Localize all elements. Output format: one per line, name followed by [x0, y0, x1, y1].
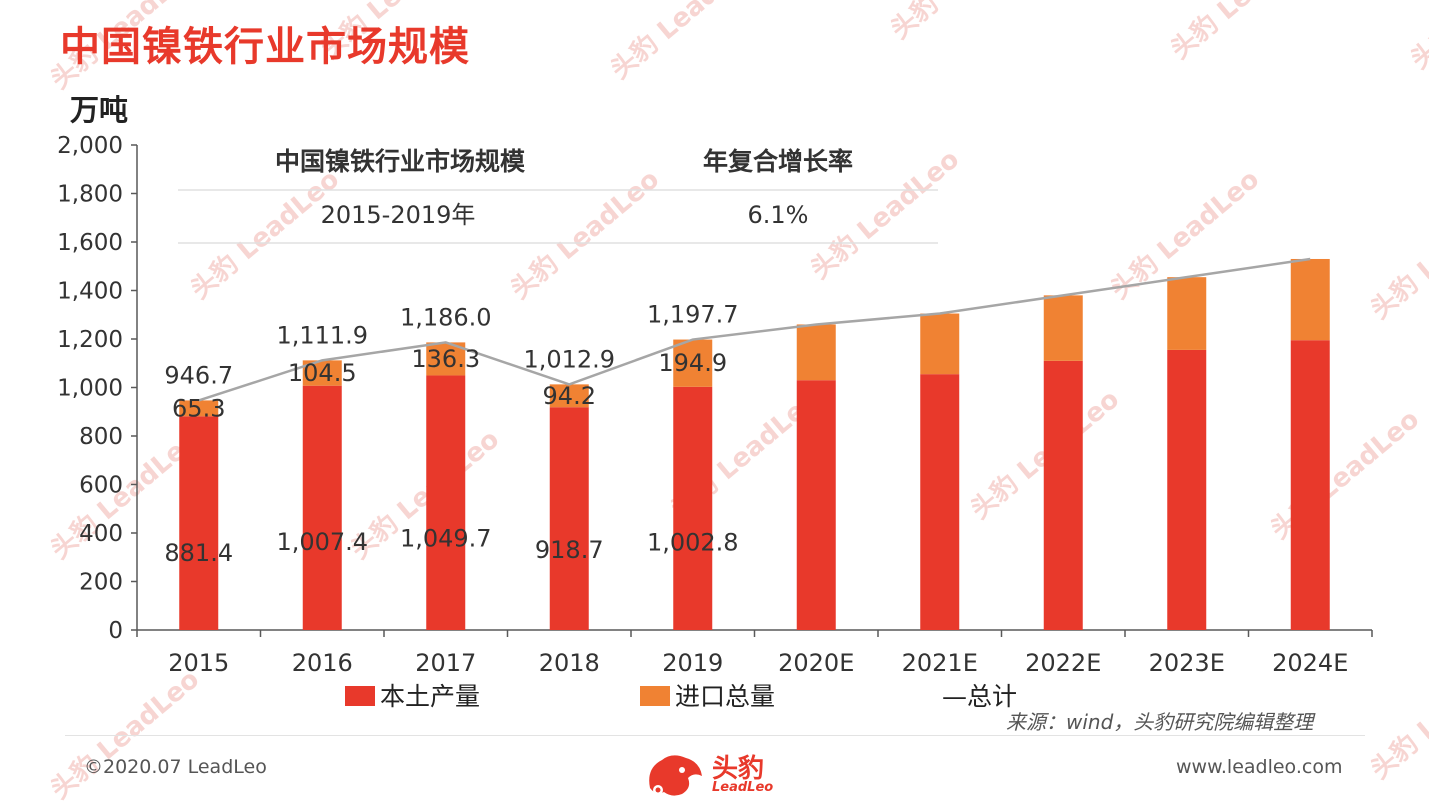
x-tick-label: 2021E — [902, 649, 978, 677]
bar-import — [549, 384, 589, 408]
leadleo-logo: 头豹 LeadLeo — [642, 748, 792, 800]
bar-import — [1043, 295, 1083, 361]
label-domestic: 1,002.8 — [647, 528, 739, 556]
label-import: 194.9 — [658, 349, 727, 377]
x-tick-label: 2022E — [1025, 649, 1101, 677]
bar-domestic — [179, 416, 219, 630]
label-domestic: 881.4 — [164, 539, 233, 567]
bar-domestic — [920, 374, 960, 630]
legend: 本土产量 进口总量 —总计 — [345, 682, 1017, 711]
label-import: 136.3 — [411, 345, 480, 373]
x-tick-label: 2024E — [1272, 649, 1348, 677]
y-tick-label: 1,800 — [57, 182, 123, 208]
bar-import — [1290, 258, 1330, 341]
axes: 0 200 400 600 800 1,000 1,200 1,400 1,600 1,800 2,… — [57, 93, 1373, 677]
x-tick-label: 2018 — [539, 649, 600, 677]
bar-import — [673, 339, 713, 387]
y-tick-label: 600 — [79, 473, 123, 499]
watermark-text: 头豹 LeadLeo — [1165, 0, 1325, 65]
label-import: 104.5 — [288, 359, 357, 387]
bar-domestic — [1167, 349, 1207, 630]
bar-import — [920, 313, 960, 375]
y-tick-label: 0 — [108, 618, 123, 644]
total-line — [198, 257, 1311, 402]
legend-label-domestic: 本土产量 — [380, 682, 480, 711]
data-labels: 881.4 65.3 946.7 1,007.4 104.5 1,111.9 1,049.7… — [164, 301, 738, 567]
leopard-logo-icon — [649, 755, 702, 796]
watermark-text: 头豹 LeadLeo — [1405, 0, 1429, 75]
x-tick-label: 2015 — [168, 649, 229, 677]
bar-import — [179, 400, 219, 417]
watermark-text: 头豹 LeadLeo — [885, 0, 1045, 45]
y-tick-label: 1,000 — [57, 376, 123, 402]
bar-domestic — [426, 375, 466, 630]
watermark-text: 头豹 LeadLeo — [185, 164, 345, 306]
inset-header-2: 年复合增长率 — [703, 147, 853, 176]
y-tick-label: 1,600 — [57, 230, 123, 256]
bar-domestic — [549, 407, 589, 630]
y-tick-label: 200 — [79, 570, 123, 596]
x-tick-label: 2016 — [292, 649, 353, 677]
y-tick-label: 1,200 — [57, 327, 123, 353]
x-tick-label: 2020E — [778, 649, 854, 677]
label-total: 1,111.9 — [276, 321, 368, 349]
total-line-path — [198, 257, 1311, 402]
label-total: 1,186.0 — [400, 303, 492, 331]
label-domestic: 918.7 — [535, 536, 604, 564]
copyright: ©2020.07 LeadLeo — [84, 756, 267, 778]
x-tick-label: 2017 — [415, 649, 476, 677]
website: www.leadleo.com — [1176, 756, 1343, 778]
logo-text-cn: 头豹 — [712, 754, 765, 784]
watermark-text: 头豹 LeadLeo — [605, 0, 765, 85]
label-import: 94.2 — [543, 382, 596, 410]
bar-domestic — [796, 380, 836, 630]
bar-domestic — [1043, 360, 1083, 630]
source-note: 来源：wind，头豹研究院编辑整理 — [1006, 710, 1314, 734]
label-import: 65.3 — [172, 394, 225, 422]
watermark-text: 头豹 LeadLeo — [45, 664, 205, 803]
page-title: 中国镍铁行业市场规模 — [60, 24, 470, 70]
legend-swatch-domestic — [345, 686, 375, 706]
legend-label-total: —总计 — [942, 682, 1017, 711]
inset-cell-cagr: 6.1% — [748, 201, 809, 229]
y-tick-label: 800 — [79, 424, 123, 450]
inset-table: 中国镍铁行业市场规模 年复合增长率 2015-2019年 6.1% — [178, 147, 938, 244]
bars — [179, 258, 1330, 630]
y-tick-label: 1,400 — [57, 279, 123, 305]
bar-domestic — [1290, 340, 1330, 630]
bar-import — [1167, 277, 1207, 350]
y-tick-label: 400 — [79, 521, 123, 547]
label-total: 946.7 — [164, 361, 233, 389]
logo-text-en: LeadLeo — [712, 780, 774, 795]
bar-domestic — [302, 385, 342, 630]
label-domestic: 1,049.7 — [400, 524, 492, 552]
bar-import — [796, 324, 836, 381]
label-domestic: 1,007.4 — [276, 528, 368, 556]
footer-divider — [65, 735, 1365, 736]
legend-swatch-import — [640, 686, 670, 706]
bar-domestic — [673, 386, 713, 630]
inset-header-1: 中国镍铁行业市场规模 — [275, 147, 526, 176]
y-tick-label: 2,000 — [57, 133, 123, 159]
watermark-text: 头豹 LeadLeo — [1365, 184, 1429, 326]
inset-cell-period: 2015-2019年 — [321, 201, 476, 229]
label-total: 1,197.7 — [647, 301, 739, 329]
watermark-text: 头豹 LeadLeo — [505, 164, 665, 306]
x-tick-label: 2023E — [1149, 649, 1225, 677]
label-total: 1,012.9 — [523, 345, 615, 373]
watermark-text: 头豹 LeadLeo — [1365, 644, 1429, 786]
y-axis-label: 万吨 — [70, 93, 128, 127]
legend-label-import: 进口总量 — [675, 682, 775, 711]
x-tick-label: 2019 — [662, 649, 723, 677]
watermark-text: 头豹 LeadLeo — [1265, 404, 1425, 546]
